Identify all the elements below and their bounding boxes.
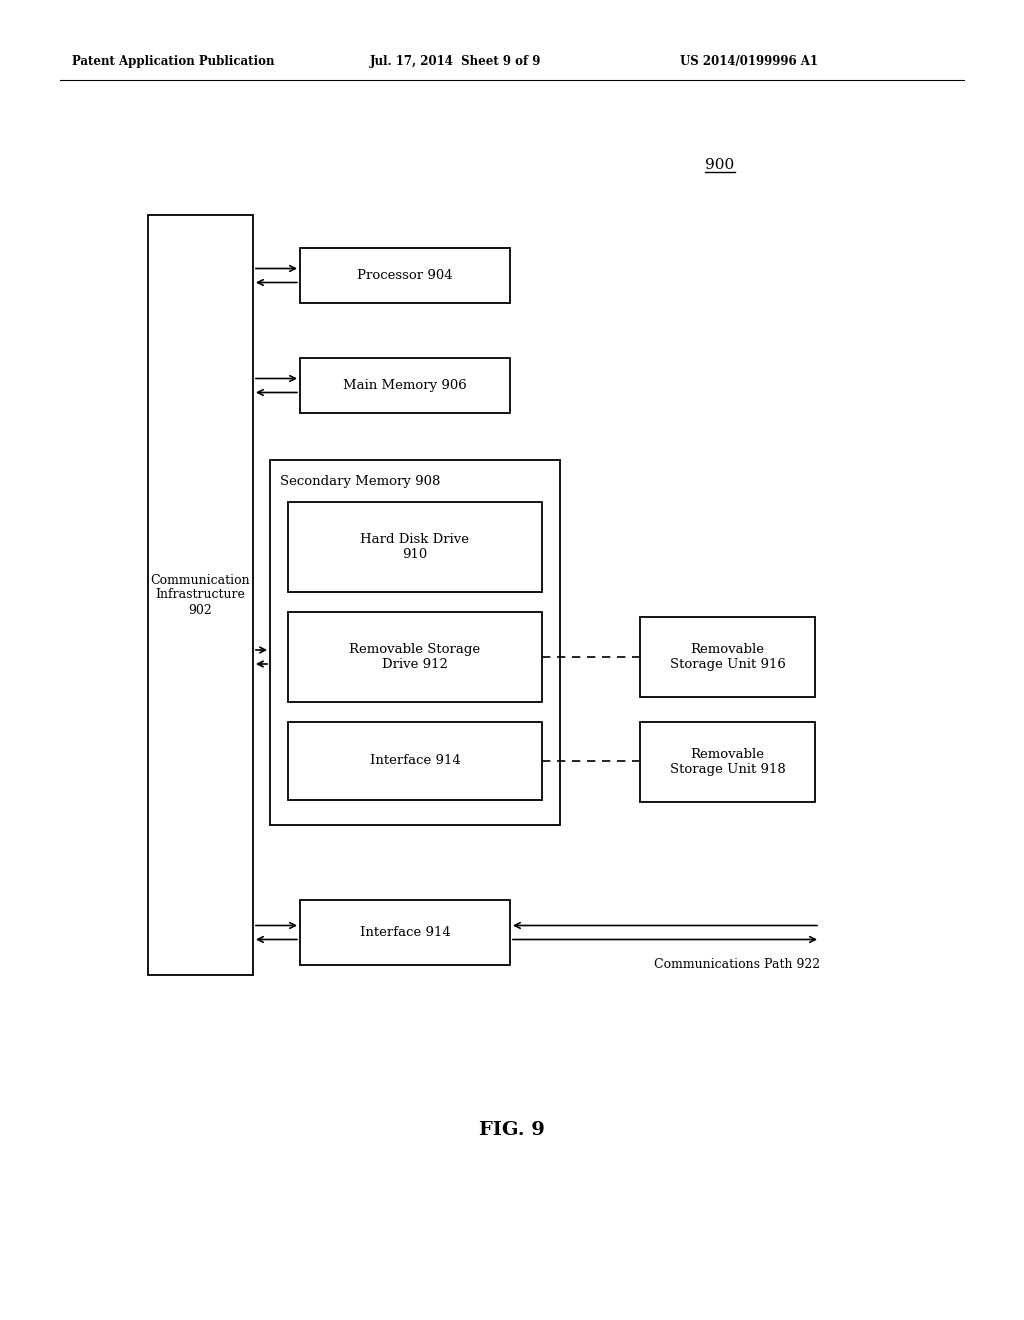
Bar: [288, 502, 542, 591]
Text: Jul. 17, 2014  Sheet 9 of 9: Jul. 17, 2014 Sheet 9 of 9: [370, 55, 542, 69]
Bar: [300, 358, 510, 413]
Text: Hard Disk Drive
910: Hard Disk Drive 910: [360, 533, 469, 561]
Bar: [640, 616, 815, 697]
Text: Removable
Storage Unit 916: Removable Storage Unit 916: [670, 643, 785, 671]
Text: Patent Application Publication: Patent Application Publication: [72, 55, 274, 69]
Text: Secondary Memory 908: Secondary Memory 908: [280, 475, 440, 488]
Bar: [288, 722, 542, 800]
Bar: [288, 612, 542, 702]
Bar: [640, 722, 815, 803]
Text: Removable Storage
Drive 912: Removable Storage Drive 912: [349, 643, 480, 671]
Text: Main Memory 906: Main Memory 906: [343, 379, 467, 392]
Text: Communication
Infrastructure
902: Communication Infrastructure 902: [151, 573, 250, 616]
Text: Interface 914: Interface 914: [370, 755, 461, 767]
Bar: [300, 248, 510, 304]
Text: 900: 900: [706, 158, 734, 172]
Text: FIG. 9: FIG. 9: [479, 1121, 545, 1139]
Text: Processor 904: Processor 904: [357, 269, 453, 282]
Bar: [300, 900, 510, 965]
Bar: [270, 459, 560, 825]
Text: Communications Path 922: Communications Path 922: [654, 957, 820, 970]
Text: Interface 914: Interface 914: [359, 927, 451, 939]
Bar: [148, 215, 253, 975]
Text: US 2014/0199996 A1: US 2014/0199996 A1: [680, 55, 818, 69]
Text: Removable
Storage Unit 918: Removable Storage Unit 918: [670, 748, 785, 776]
